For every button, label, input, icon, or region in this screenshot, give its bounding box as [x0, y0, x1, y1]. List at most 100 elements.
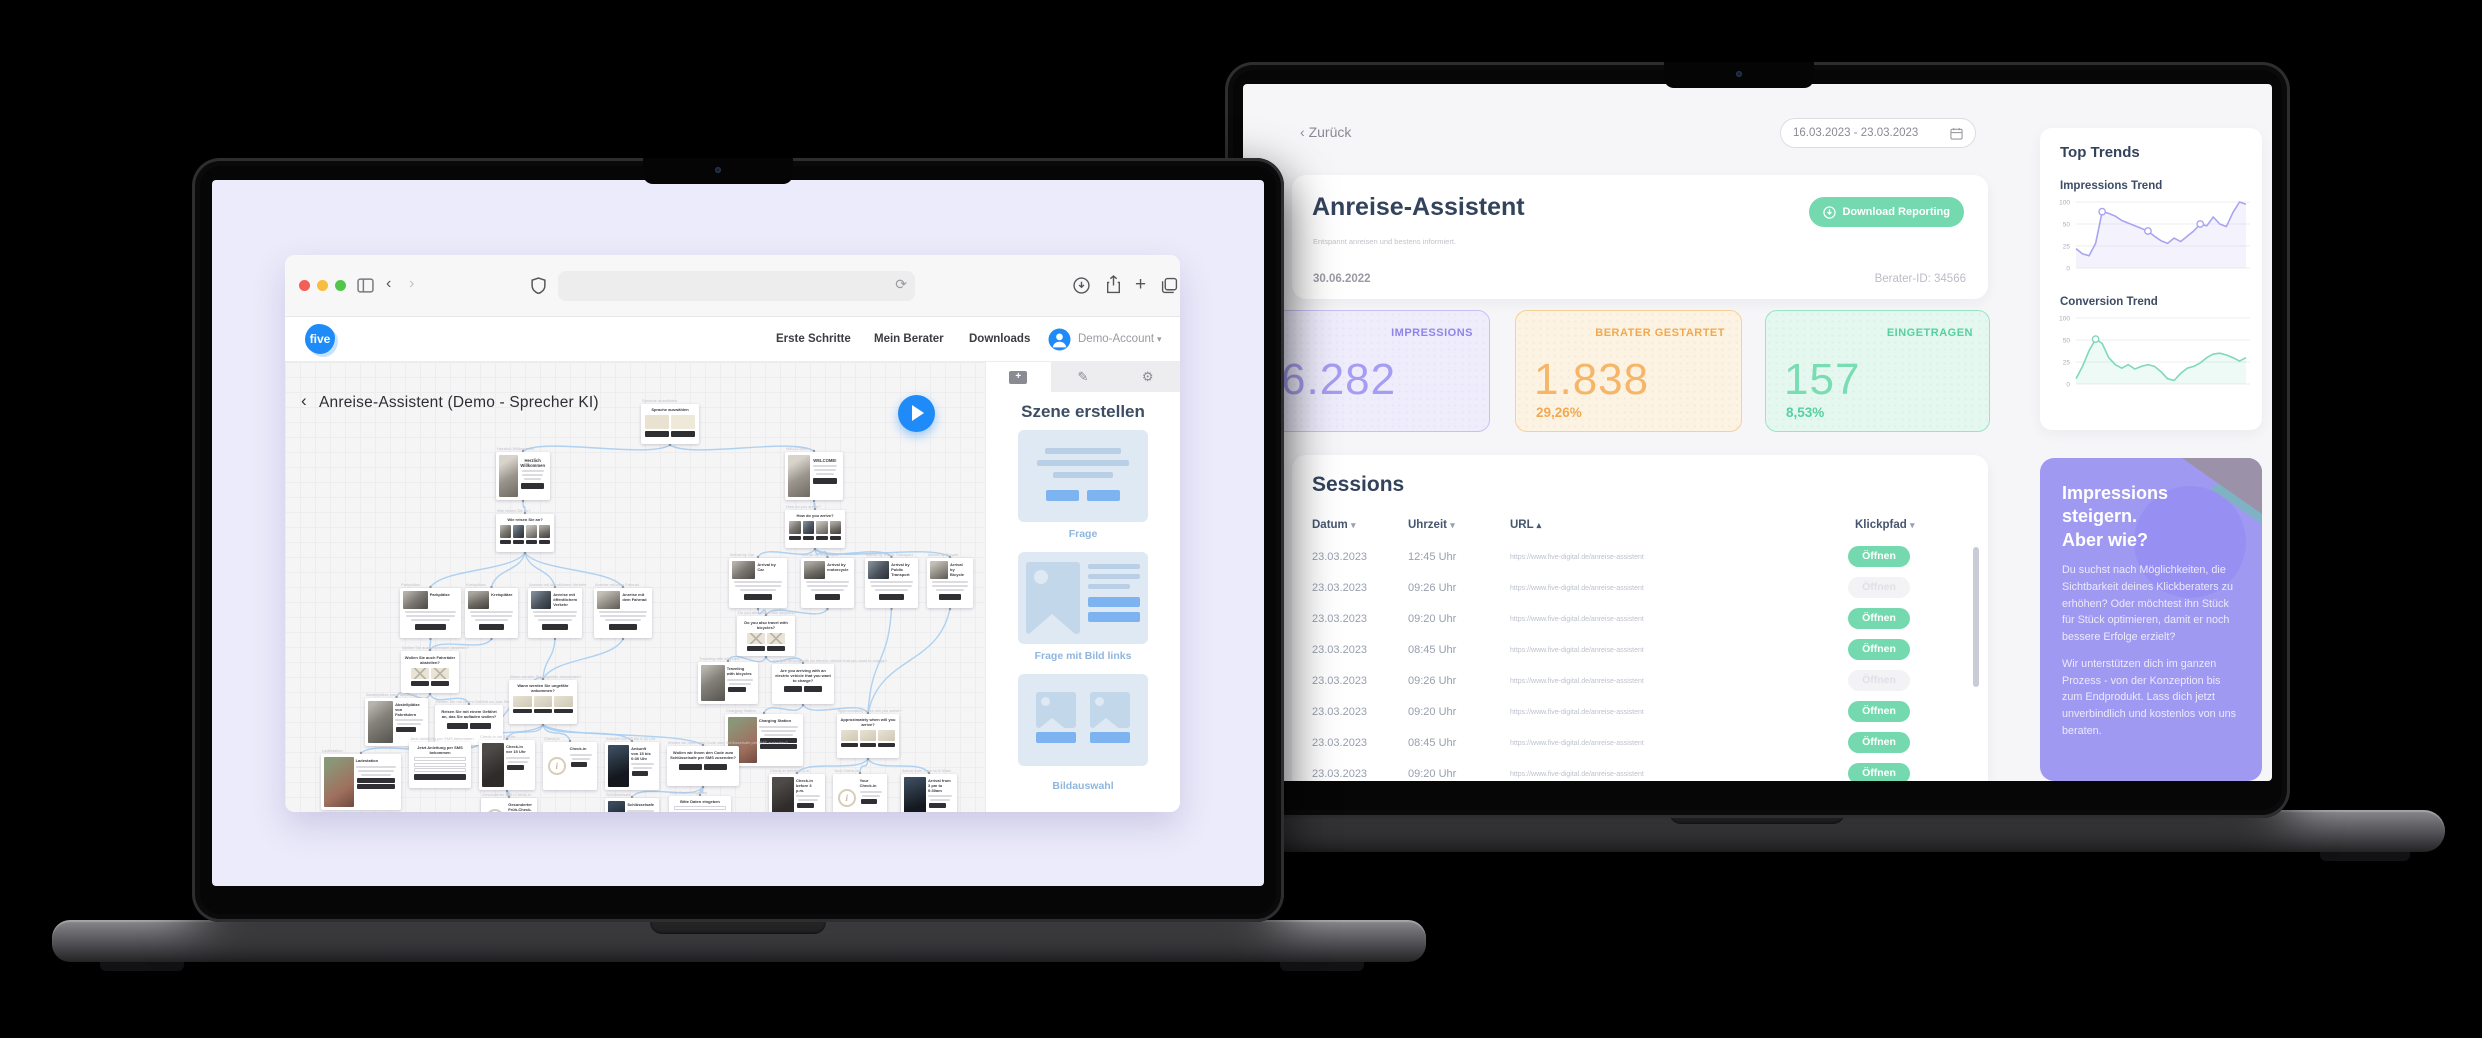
session-row: 23.03.2023 08:45 Uhr https://www.five-di… [1292, 639, 1988, 671]
flow-node-gSafe[interactable]: Schlüsselsafe Schlüsselsafe [605, 792, 659, 812]
flow-node-eO1[interactable]: Arrival by Car Arrival by Car [729, 552, 787, 608]
flow-node-gInfo[interactable]: Check-in i Check-in [543, 736, 597, 790]
flow-node-gO3[interactable]: Anreise mit öffentlichem Verkehr Anreise … [528, 582, 587, 638]
open-klickpfad-button[interactable]: Öffnen [1848, 701, 1910, 722]
flow-canvas[interactable]: Sprache auswählen Sprache auswählen Herzli… [285, 362, 985, 812]
session-date: 23.03.2023 [1312, 706, 1368, 718]
flow-node-gWann[interactable]: Wann werden Sie ungefähr ankommen? Wann w… [509, 674, 581, 724]
session-time: 09:20 Uhr [1408, 768, 1457, 780]
flow-node-gO4[interactable]: Anreise mit dem Fahrrad Anreise mit dem F… [594, 582, 652, 638]
session-date: 23.03.2023 [1312, 737, 1368, 749]
flow-node-eWel[interactable]: WELCOME! WELCOME! [785, 446, 843, 500]
promo-card[interactable]: Impressions steigern. Aber wie? Du suchst … [2040, 458, 2262, 781]
open-klickpfad-button[interactable]: Öffnen [1848, 670, 1910, 691]
session-time: 09:26 Uhr [1408, 675, 1457, 687]
download-reporting-button[interactable]: Download Reporting [1809, 197, 1964, 227]
camera-dot [715, 167, 721, 173]
flow-node-gSMS[interactable]: Jetzt Anleitung per SMS bekommen Jetzt An… [409, 736, 474, 788]
open-klickpfad-button[interactable]: Öffnen [1848, 639, 1910, 660]
scene-panel: + ✎ ⚙ Szene erstellen [985, 362, 1180, 812]
tab-add-scene[interactable]: + [986, 362, 1051, 392]
back-link[interactable]: ‹ Zurück [1300, 124, 1352, 140]
session-row: 23.03.2023 09:20 Uhr https://www.five-di… [1292, 608, 1988, 640]
flow-node-gWel[interactable]: Herzlich Willkommen Herzlich Willkommen [496, 446, 550, 500]
tab-edit[interactable]: ✎ [1051, 362, 1116, 392]
flow-node-gLate[interactable]: Ankunft von 15 bis 0:30 Uhr Ankunft von 1… [605, 736, 659, 790]
flow-node-eEV[interactable]: Are you arriving with an electric vehicl… [772, 658, 887, 704]
sort-down-icon: ▾ [1909, 520, 1915, 530]
flow-node-eWann[interactable]: Approximately when will you arrive? Appro… [837, 708, 902, 758]
session-url: https://www.five-digital.de/anreise-assi… [1510, 554, 1644, 561]
tab-settings[interactable]: ⚙ [1115, 362, 1180, 392]
report-header-card: Anreise-Assistent Entspannt anreisen und… [1292, 175, 1988, 299]
open-klickpfad-button[interactable]: Öffnen [1848, 732, 1910, 753]
forward-icon[interactable]: › [409, 275, 415, 292]
flow-node-eEarly[interactable]: Check-in before 3 p.m. Check-in before 3 … [769, 768, 825, 812]
url-bar[interactable]: ⟳ [558, 271, 915, 301]
flow-node-gEarly[interactable]: Check-in vor 15 Uhr Check-in vor 15 Uhr [479, 734, 535, 790]
flow-node-gBike[interactable]: Abstellplätze von Fahrrädern Abstellplätz… [365, 692, 428, 746]
shield-icon[interactable] [531, 277, 546, 294]
sidebar-icon[interactable] [357, 277, 374, 294]
col-header-url[interactable]: URL ▴ [1510, 519, 1542, 531]
play-button[interactable] [898, 395, 935, 432]
template-frage[interactable] [1018, 430, 1148, 522]
nav-mein-berater[interactable]: Mein Berater [874, 333, 944, 345]
flow-node-gCode[interactable]: Wollen wir Ihnen den Code zum Schlüssels… [667, 740, 788, 786]
editor-back-icon[interactable]: ‹ [301, 391, 307, 410]
open-klickpfad-button[interactable]: Öffnen [1848, 577, 1910, 598]
flow-node-gData[interactable]: Bitte Daten eingeben Bitte Daten eingeben [669, 790, 731, 812]
impressions-trend-chart: 100 50 25 0 [2050, 198, 2254, 283]
flow-node-eO4[interactable]: Arrival by Bicycle Arrival by Bicycle [927, 552, 973, 608]
table-scrollbar[interactable] [1973, 547, 1979, 687]
template-frage-bild[interactable] [1018, 552, 1148, 644]
flow-node-eQ1[interactable]: How do you arrive? How do you arrive? [785, 504, 845, 548]
flow-node-gEV[interactable]: Reisen Sie mit einem Gefährt an, das Sie… [435, 699, 541, 745]
flow-node-gCharge[interactable]: Ladestation Ladestation [321, 748, 401, 810]
flow-node-gO2[interactable]: Kreisplätze Kreisplätze [465, 582, 518, 638]
flow-node-gInfo2[interactable]: Gesonderter Früh-Check-iniGesonderter Fr… [481, 792, 537, 812]
flow-node-root[interactable]: Sprache auswählen Sprache auswählen [641, 398, 699, 444]
downloads-icon[interactable] [1073, 277, 1090, 294]
five-logo[interactable]: five [305, 324, 335, 354]
new-tab-icon[interactable]: + [1135, 274, 1147, 295]
open-klickpfad-button[interactable]: Öffnen [1848, 546, 1910, 567]
back-icon[interactable]: ‹ [386, 275, 392, 292]
col-header-datum[interactable]: Datum ▾ [1312, 519, 1356, 531]
avatar-icon[interactable] [1048, 328, 1071, 351]
col-header-klickpfad[interactable]: Klickpfad ▾ [1855, 519, 1915, 531]
panel-heading: Szene erstellen [1021, 402, 1145, 421]
flow-node-eYN[interactable]: Do you also travel with bicycles? Do you … [737, 610, 796, 656]
flow-node-eInfo[interactable]: Your Check-in i Your Check-in [833, 768, 887, 812]
svg-text:50: 50 [2063, 338, 2071, 345]
minimize-window-button[interactable] [317, 280, 328, 291]
open-klickpfad-button[interactable]: Öffnen [1848, 763, 1910, 781]
col-header-uhrzeit[interactable]: Uhrzeit ▾ [1408, 519, 1455, 531]
flow-node-gQ1[interactable]: Wie reisen Sie an? Wie reisen Sie an? [496, 508, 554, 552]
flow-node-eO2[interactable]: Arrival by motorcycle Arrival by motorcyc… [801, 552, 854, 608]
flow-node-gYN[interactable]: Wollen Sie auch Fahrräder abstellen? Woll… [401, 645, 469, 693]
reload-icon[interactable]: ⟳ [895, 276, 907, 292]
back-laptop-foot [2320, 852, 2410, 861]
nav-downloads[interactable]: Downloads [969, 333, 1031, 345]
front-laptop-base-notch [650, 920, 826, 934]
flow-node-eLate[interactable]: Arrival from 3 pm to 0:30am Arrival from … [901, 768, 957, 812]
open-klickpfad-button[interactable]: Öffnen [1848, 608, 1910, 629]
close-window-button[interactable] [299, 280, 310, 291]
tab-overview-icon[interactable] [1161, 277, 1178, 294]
panel-tabs: + ✎ ⚙ [986, 362, 1180, 392]
session-url: https://www.five-digital.de/anreise-assi… [1510, 771, 1644, 778]
chevron-down-icon[interactable]: ▾ [1157, 334, 1162, 344]
account-menu[interactable]: Demo-Account [1078, 333, 1155, 345]
template-bildauswahl[interactable] [1018, 674, 1148, 766]
session-time: 08:45 Uhr [1408, 644, 1457, 656]
svg-text:25: 25 [2063, 360, 2071, 367]
date-range-picker[interactable]: 16.03.2023 - 23.03.2023 [1780, 118, 1976, 148]
zoom-window-button[interactable] [335, 280, 346, 291]
flow-node-eO3[interactable]: Arrival by Public Transport Arrival by Pu… [865, 552, 918, 608]
share-icon[interactable] [1105, 275, 1122, 294]
flow-node-gO1[interactable]: Parkplätze Parkplätze [400, 582, 461, 638]
flow-node-eBike[interactable]: Traveling with bicycles Traveling with bi… [698, 656, 758, 704]
front-laptop-foot-left [100, 962, 184, 971]
nav-erste-schritte[interactable]: Erste Schritte [776, 333, 851, 345]
